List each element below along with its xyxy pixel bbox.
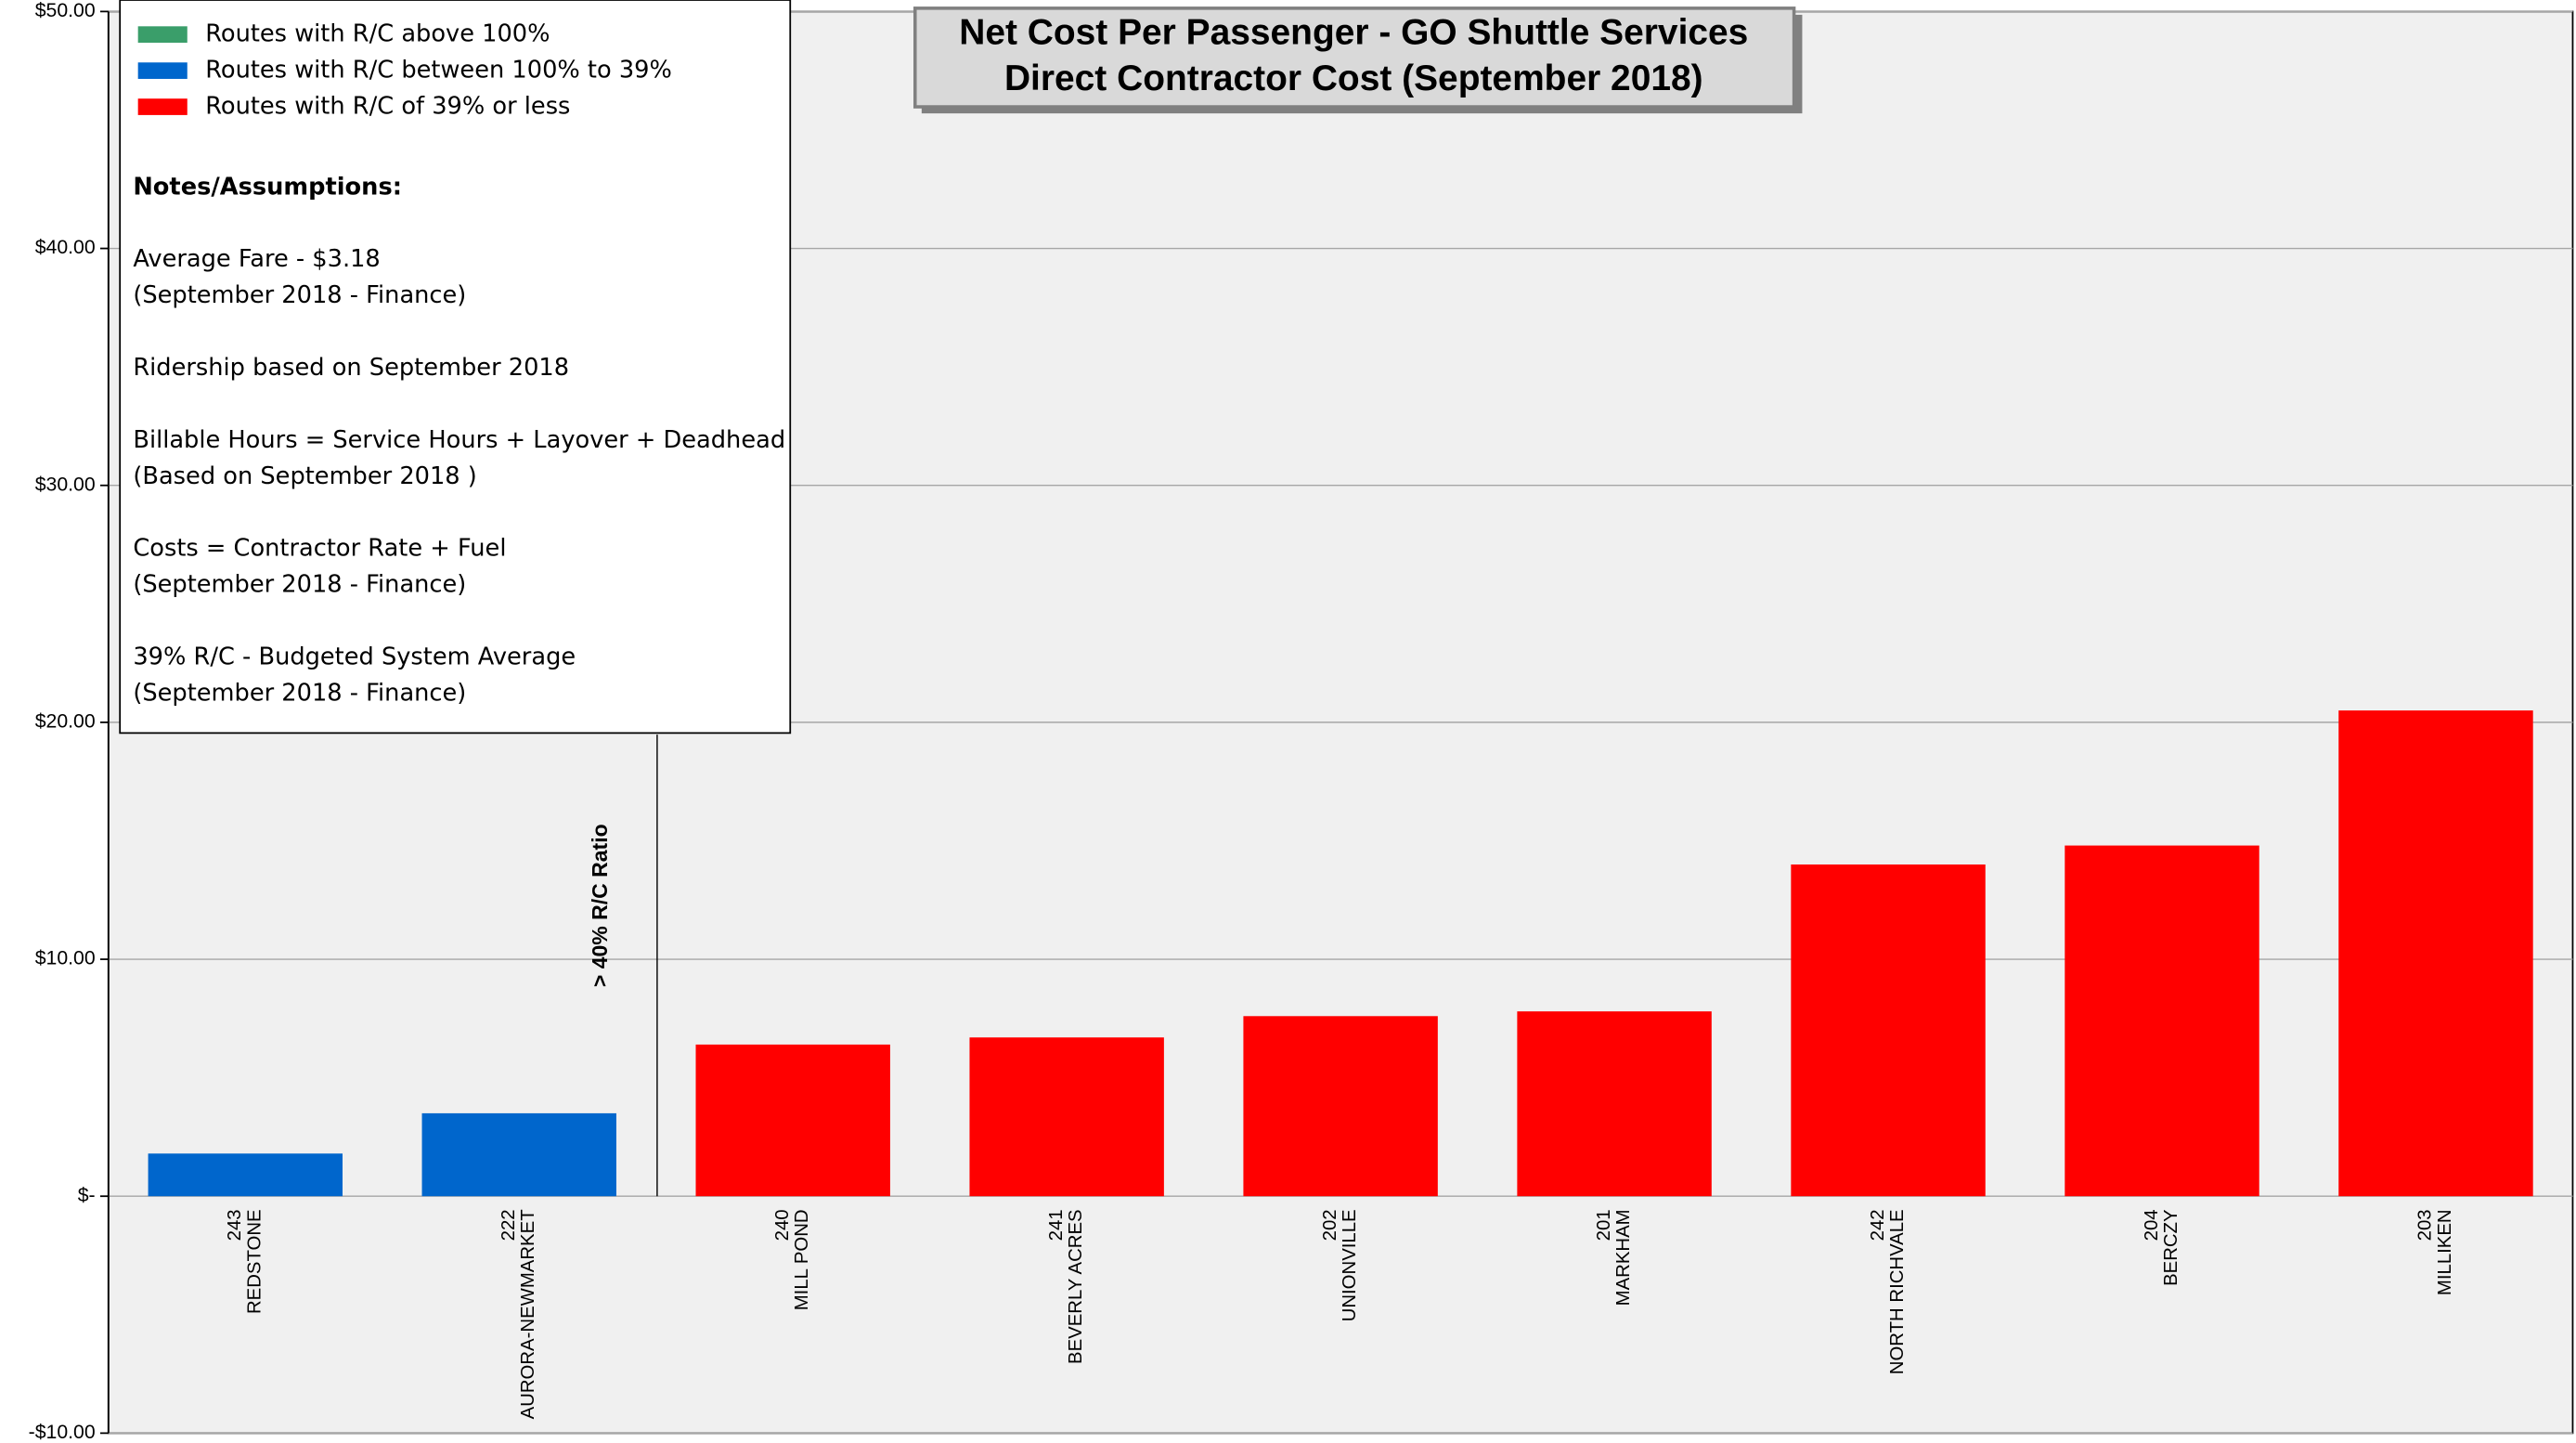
x-tick-code: 222 (498, 1209, 519, 1241)
chart-title: Net Cost Per Passenger - GO Shuttle Serv… (959, 12, 1748, 52)
legend-swatch (137, 26, 188, 44)
note-text: (September 2018 - Finance) (133, 281, 466, 309)
legend-label: Routes with R/C of 39% or less (205, 93, 570, 121)
x-tick-label: 222 AURORA-NEWMARKET (498, 1209, 538, 1419)
x-tick-name: UNIONVILLE (1340, 1209, 1360, 1321)
note-text: Costs = Contractor Rate + Fuel (133, 535, 506, 563)
legend-swatch (137, 62, 188, 79)
x-tick-code: 204 (2142, 1209, 2162, 1241)
bar (695, 1044, 890, 1197)
bar (1243, 1016, 1438, 1197)
bar (2065, 845, 2259, 1197)
notes-heading: Notes/Assumptions: (133, 173, 402, 201)
x-tick-label: 202 UNIONVILLE (1320, 1209, 1360, 1321)
title-box (913, 6, 1796, 109)
x-tick-label: 201 MARKHAM (1594, 1209, 1634, 1306)
legend-label: Routes with R/C above 100% (205, 20, 550, 48)
note-text: Ridership based on September 2018 (133, 354, 569, 382)
legend-swatch (137, 98, 188, 115)
y-tick-label: $10.00 (35, 948, 96, 969)
x-tick-name: MILLIKEN (2435, 1209, 2455, 1295)
y-tick-label: $- (78, 1185, 96, 1206)
y-tick-label: $40.00 (35, 237, 96, 258)
bar (969, 1037, 1164, 1197)
bar (1517, 1011, 1712, 1197)
x-tick-code: 201 (1594, 1209, 1614, 1241)
y-tick-label: $50.00 (35, 0, 96, 21)
x-tick-name: REDSTONE (244, 1209, 265, 1314)
x-tick-name: MILL POND (792, 1209, 812, 1310)
note-text: (September 2018 - Finance) (133, 571, 466, 599)
y-tick-label: $30.00 (35, 474, 96, 495)
bar (421, 1112, 616, 1197)
chart-title: Direct Contractor Cost (September 2018) (1004, 58, 1703, 98)
note-text: (Based on September 2018 ) (133, 462, 476, 490)
x-tick-label: 203 MILLIKEN (2415, 1209, 2455, 1295)
x-tick-code: 202 (1320, 1209, 1340, 1241)
x-tick-label: 242 NORTH RICHVALE (1868, 1209, 1908, 1374)
note-text: (September 2018 - Finance) (133, 679, 466, 707)
x-tick-name: BEVERLY ACRES (1066, 1209, 1086, 1364)
bar (148, 1153, 343, 1197)
x-tick-code: 241 (1046, 1209, 1067, 1241)
x-tick-label: 243 REDSTONE (225, 1209, 265, 1314)
annotation: > 40% R/C Ratio (588, 824, 612, 987)
note-text: Average Fare - $3.18 (133, 245, 380, 273)
bar (2338, 710, 2533, 1197)
x-tick-name: NORTH RICHVALE (1887, 1209, 1908, 1374)
x-tick-name: BERCZY (2161, 1209, 2181, 1286)
y-tick-label: $20.00 (35, 710, 96, 732)
x-tick-name: MARKHAM (1613, 1209, 1634, 1306)
x-tick-name: AURORA-NEWMARKET (518, 1209, 538, 1419)
x-tick-label: 204 BERCZY (2142, 1209, 2181, 1286)
x-tick-code: 240 (772, 1209, 793, 1241)
legend-box (119, 0, 792, 734)
x-tick-code: 243 (225, 1209, 245, 1241)
y-tick-label: -$10.00 (29, 1422, 96, 1443)
x-tick-code: 242 (1868, 1209, 1888, 1241)
legend-label: Routes with R/C between 100% to 39% (205, 57, 672, 84)
note-text: 39% R/C - Budgeted System Average (133, 643, 576, 670)
bar (1791, 864, 1986, 1197)
x-tick-label: 241 BEVERLY ACRES (1046, 1209, 1086, 1364)
x-tick-code: 203 (2415, 1209, 2436, 1241)
x-tick-label: 240 MILL POND (772, 1209, 812, 1310)
note-text: Billable Hours = Service Hours + Layover… (133, 426, 785, 454)
